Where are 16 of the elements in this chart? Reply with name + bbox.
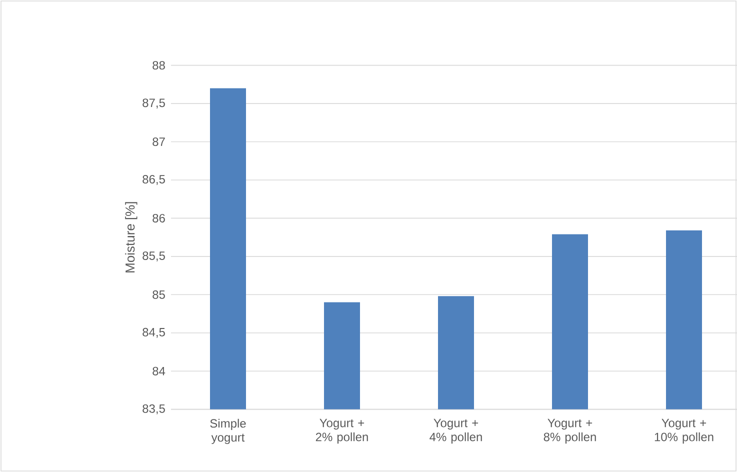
y-tick-label: 84 (152, 366, 166, 376)
y-tick-label: 85,5 (142, 251, 165, 262)
y-tick-label: 83,5 (142, 404, 165, 414)
y-tick-label: 88 (152, 61, 165, 70)
x-tick-label: Simple yogurt (210, 418, 246, 444)
y-tick-label: 87,5 (142, 98, 165, 108)
y-tick-label: 84,5 (142, 328, 165, 338)
y-tick-label: 86,5 (142, 175, 165, 185)
x-tick-label: Yogurt + 2% pollen (316, 418, 368, 444)
y-axis-title: Moisture [%] (125, 202, 138, 272)
y-tick-label: 85 (152, 290, 165, 299)
x-tick-label: Yogurt + 4% pollen (430, 418, 482, 444)
x-tick-label: Yogurt + 10% pollen (654, 418, 714, 444)
x-tick-label: Yogurt + 8% pollen (544, 418, 596, 444)
y-tick-label: 86 (152, 214, 165, 222)
y-tick-label: 87 (152, 138, 165, 146)
